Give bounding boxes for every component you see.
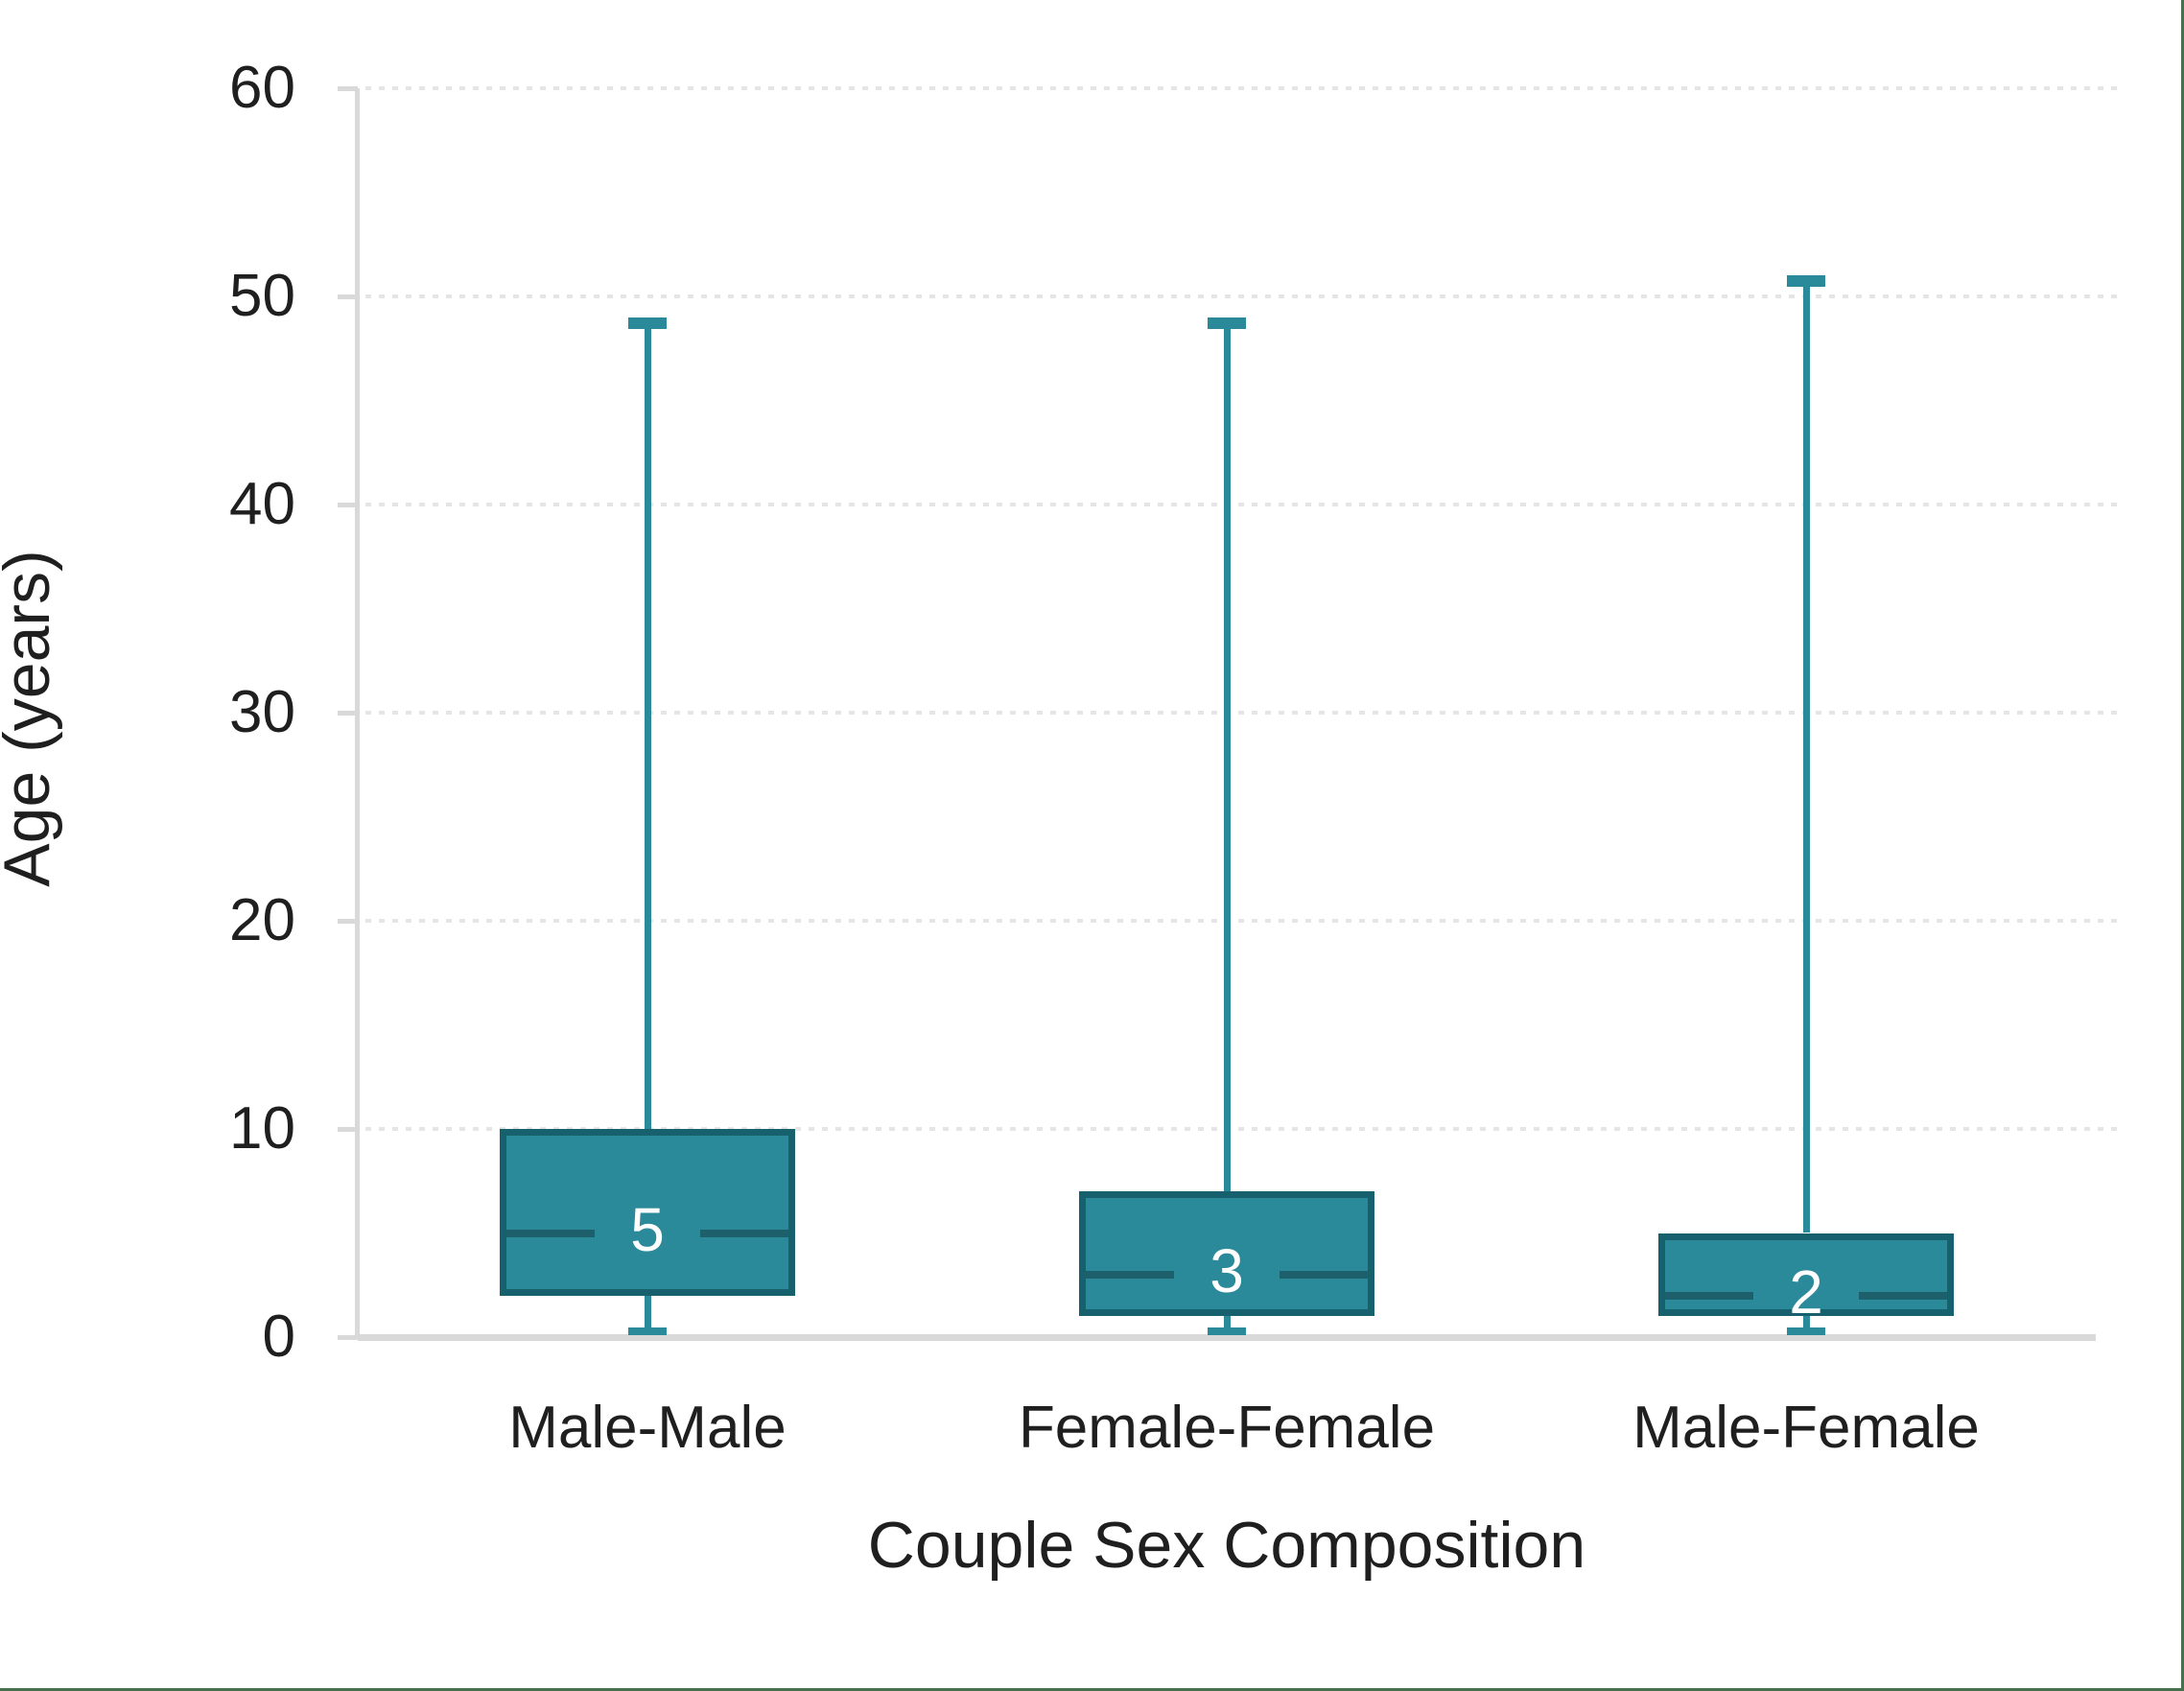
- y-tick-label-10: 10: [229, 1095, 295, 1162]
- y-axis-title: Age (years): [0, 550, 63, 887]
- y-tick-label-30: 30: [229, 679, 295, 745]
- whisker-lower-line: [644, 1295, 651, 1333]
- whisker-upper-cap: [1208, 317, 1246, 329]
- gridline-40: [365, 503, 2123, 506]
- median-line-left: [1665, 1291, 1753, 1300]
- x-category-label-Male-Male: Male-Male: [508, 1395, 787, 1461]
- gridline-20: [365, 919, 2123, 923]
- gridline-60: [365, 86, 2123, 90]
- y-tick-mark-0: [338, 1335, 358, 1340]
- median-value-label: 5: [630, 1194, 665, 1264]
- whisker-lower-cap: [1787, 1327, 1825, 1335]
- whisker-upper-line: [1223, 317, 1231, 1192]
- box-Male-Male: [500, 1129, 795, 1296]
- y-tick-label-20: 20: [229, 887, 295, 953]
- median-line-left: [506, 1229, 595, 1237]
- x-category-label-Female-Female: Female-Female: [1018, 1395, 1436, 1461]
- y-tick-mark-10: [338, 1127, 358, 1132]
- whisker-upper-cap: [1787, 275, 1825, 288]
- median-value-label: 3: [1209, 1236, 1244, 1306]
- x-axis-baseline: [358, 1334, 2096, 1341]
- whisker-lower-line: [1802, 1316, 1810, 1333]
- median-line-right: [1859, 1291, 1947, 1300]
- y-tick-mark-30: [338, 711, 358, 716]
- median-line-right: [700, 1229, 788, 1237]
- y-tick-mark-50: [338, 294, 358, 299]
- whisker-lower-cap: [1208, 1327, 1246, 1335]
- whisker-upper-line: [1802, 275, 1810, 1233]
- gridline-50: [365, 294, 2123, 298]
- y-tick-mark-20: [338, 919, 358, 924]
- whisker-lower-line: [1223, 1316, 1231, 1333]
- y-tick-label-40: 40: [229, 471, 295, 537]
- median-value-label: 2: [1789, 1257, 1823, 1327]
- y-tick-mark-60: [338, 86, 358, 91]
- y-tick-label-0: 0: [262, 1303, 295, 1370]
- whisker-upper-line: [644, 317, 651, 1129]
- whisker-lower-cap: [628, 1327, 667, 1335]
- box-Female-Female: [1079, 1191, 1374, 1317]
- median-line-left: [1086, 1270, 1174, 1279]
- y-tick-label-50: 50: [229, 263, 295, 329]
- y-tick-label-60: 60: [229, 55, 295, 121]
- gridline-30: [365, 711, 2123, 715]
- x-axis-title: Couple Sex Composition: [867, 1509, 1586, 1582]
- whisker-upper-cap: [628, 317, 667, 329]
- median-line-right: [1280, 1270, 1368, 1279]
- box-Male-Female: [1658, 1233, 1954, 1317]
- y-tick-mark-40: [338, 503, 358, 507]
- gridline-10: [365, 1127, 2123, 1131]
- x-category-label-Male-Female: Male-Female: [1632, 1395, 1980, 1461]
